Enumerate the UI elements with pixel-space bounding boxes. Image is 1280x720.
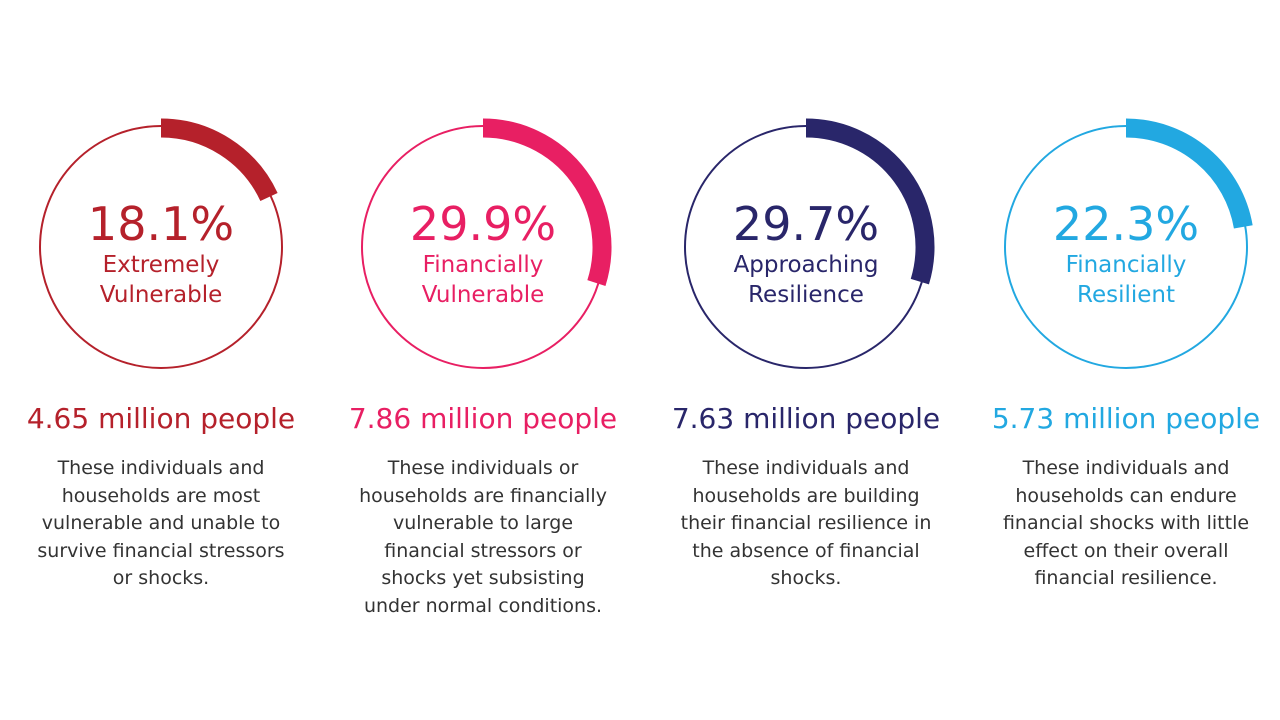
description: These individuals or households are fina… — [359, 457, 607, 617]
population: 7.63 million people — [671, 402, 941, 435]
population: 7.86 million people — [348, 402, 618, 435]
description: These individuals and households are mos… — [37, 457, 285, 589]
population: 5.73 million people — [991, 402, 1261, 435]
percent-label: 22.3% — [1052, 197, 1200, 251]
description: These individuals and households are bui… — [680, 457, 932, 589]
percent-label: 18.1% — [87, 197, 235, 251]
gauge-arc — [482, 118, 612, 286]
population: 4.65 million people — [26, 402, 296, 435]
gauge-arc — [1125, 118, 1253, 229]
category-label: Financially Vulnerable — [421, 252, 545, 308]
description: These individuals and households can end… — [1002, 457, 1250, 589]
percent-label: 29.9% — [409, 197, 557, 251]
category-label: Financially Resilient — [1065, 252, 1187, 308]
gauge-arc — [160, 118, 278, 202]
category-label: Extremely Vulnerable — [99, 252, 223, 308]
percent-label: 29.7% — [732, 197, 880, 251]
category-label: Approaching Resilience — [733, 252, 879, 308]
gauge-arc — [805, 118, 935, 285]
